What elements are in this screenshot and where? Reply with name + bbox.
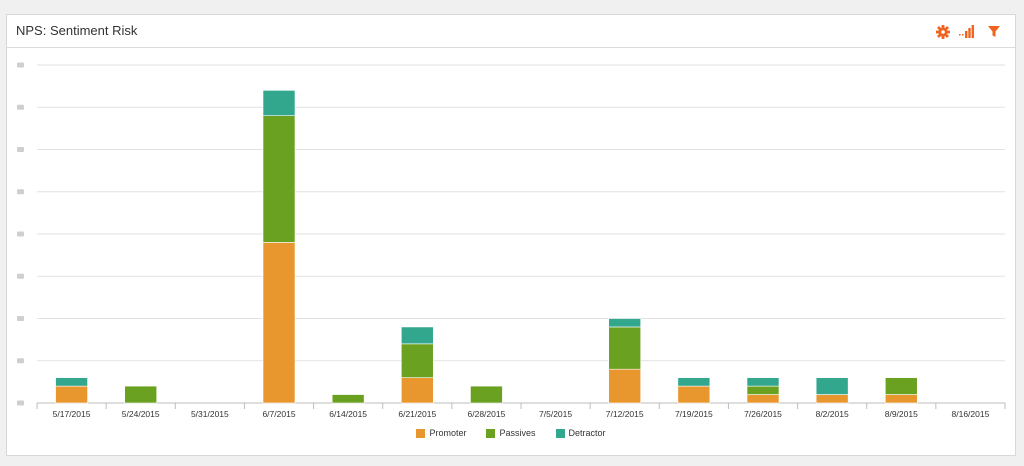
legend-swatch [486,428,496,438]
y-tick-mark [17,104,24,110]
filter-icon[interactable] [986,24,1002,40]
bar-promoter-6/21/2015[interactable] [400,377,434,404]
x-tick-label: 8/9/2015 [885,409,918,419]
legend-swatch [416,428,426,438]
bar-detractor-6/21/2015[interactable] [400,326,434,345]
bar-detractor-7/19/2015[interactable] [677,377,711,387]
bar-passives-8/9/2015[interactable] [884,377,918,395]
x-tick-label: 7/19/2015 [675,409,713,419]
bar-promoter-7/26/2015[interactable] [746,394,780,404]
bar-promoter-8/2/2015[interactable] [815,394,849,404]
bar-passives-7/12/2015[interactable] [608,326,642,370]
legend-item-promoter[interactable]: Promoter [416,428,466,438]
bar-detractor-7/12/2015[interactable] [608,318,642,328]
panel-header: NPS: Sentiment Risk [7,15,1015,48]
bar-chart-icon[interactable] [958,24,974,40]
bar-detractor-6/7/2015[interactable] [262,90,296,116]
x-tick-label: 7/12/2015 [606,409,644,419]
legend-label: Passives [499,428,536,438]
y-tick-mark [17,147,24,152]
x-tick-label: 5/24/2015 [122,409,160,419]
panel-title: NPS: Sentiment Risk [16,23,138,38]
bar-promoter-7/19/2015[interactable] [677,385,711,404]
bar-passives-6/21/2015[interactable] [400,343,434,378]
y-tick-mark [17,231,24,237]
y-tick-mark [17,358,24,364]
bar-detractor-8/2/2015[interactable] [815,377,849,395]
x-tick-label: 6/28/2015 [468,409,506,419]
stacked-bar-chart: 5/17/2015 5/24/2015 5/31/2015 6/7/2015 6/14/… [17,62,1006,419]
bar-promoter-7/12/2015[interactable] [608,368,642,404]
gear-icon[interactable] [935,24,951,40]
bar-passives-6/28/2015[interactable] [470,385,503,404]
y-tick-mark [17,273,24,279]
chart-panel: NPS: Sentiment Risk [6,14,1016,456]
bar-passives-6/7/2015[interactable] [262,115,296,243]
x-tick-label: 6/7/2015 [262,409,295,419]
x-tick-label: 8/2/2015 [816,409,849,419]
legend-label: Promoter [429,428,467,438]
x-tick-label: 6/14/2015 [329,409,367,419]
bar-promoter-8/9/2015[interactable] [884,394,918,404]
legend-item-passives[interactable]: Passives [486,428,536,438]
x-tick-label: 7/26/2015 [744,409,782,419]
bar-promoter-6/7/2015[interactable] [262,242,296,404]
y-tick-mark [17,62,24,68]
x-tick-label: 5/17/2015 [53,409,91,419]
x-tick-label: 7/5/2015 [539,409,572,419]
bar-detractor-7/26/2015[interactable] [746,377,780,387]
x-tick-label: 6/21/2015 [398,409,436,419]
bar-passives-7/26/2015[interactable] [746,385,780,395]
x-tick-label: 8/16/2015 [952,409,990,419]
bar-passives-5/24/2015[interactable] [124,385,158,404]
y-tick-mark [17,316,24,321]
bar-detractor-5/17/2015[interactable] [55,377,88,387]
legend-swatch [555,428,565,438]
legend-label: Detractor [568,428,606,438]
legend-item-detractor[interactable]: Detractor [555,428,606,438]
bar-passives-6/14/2015[interactable] [331,394,365,404]
y-tick-mark [17,189,24,195]
y-tick-mark [17,400,24,406]
bar-promoter-5/17/2015[interactable] [55,385,88,404]
chart-legend: Promoter Passives Detractor [7,428,1015,438]
x-tick-label: 5/31/2015 [191,409,229,419]
